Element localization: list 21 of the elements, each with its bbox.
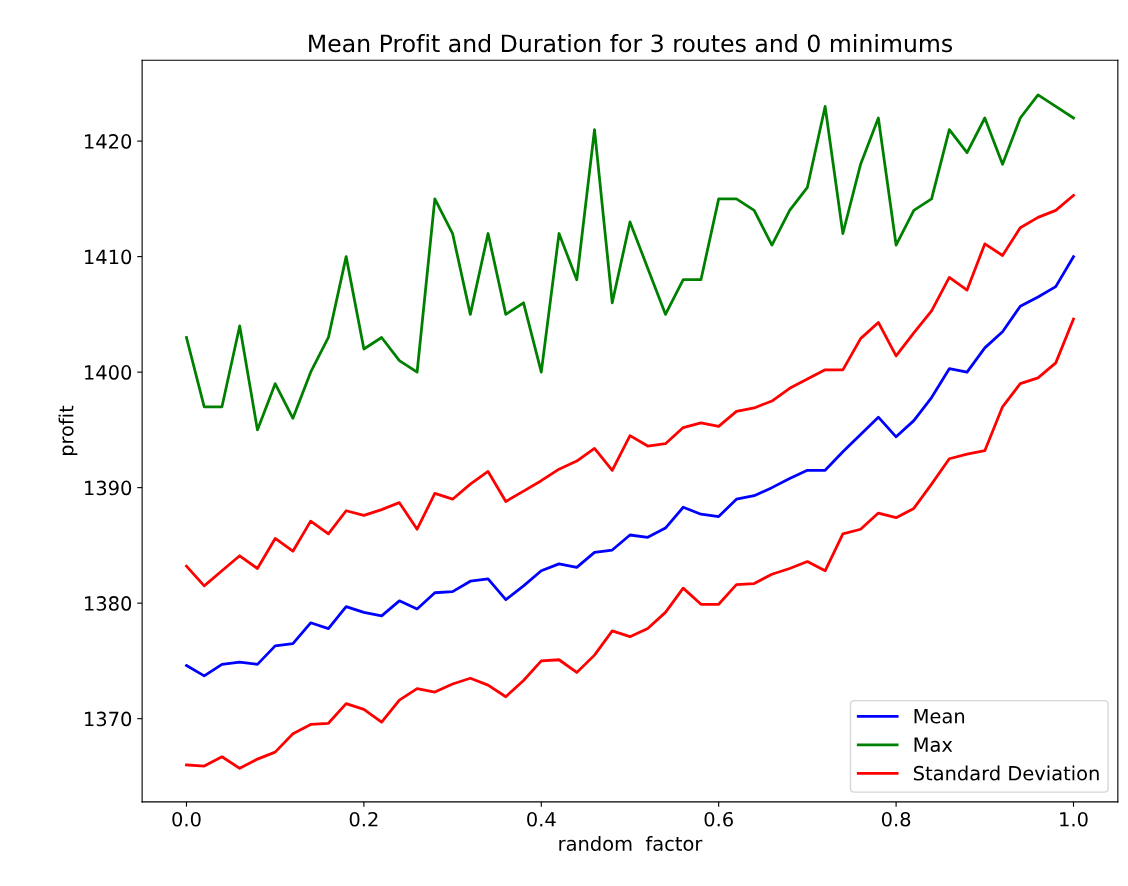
y-tick-label: 1420 (85, 134, 132, 149)
y-tick-label: 1370 (85, 711, 132, 727)
x-tick-label: 0.4 (527, 811, 556, 827)
x-tick-label: 0.6 (704, 811, 733, 827)
line-series (185, 255, 1075, 678)
y-axis-title: profit (58, 405, 78, 456)
x-tick-label: 0.0 (172, 811, 201, 827)
x-tick-label: 1.0 (1060, 811, 1088, 827)
y-tick-label: 1400 (85, 365, 132, 380)
line-series (185, 194, 1075, 588)
y-tick-label: 1410 (85, 249, 132, 265)
legend-label: Mean (914, 709, 965, 724)
legend-label: Standard Deviation (913, 765, 1099, 781)
chart-title: Mean Profit and Duration for 3 routes and 0 minimums (309, 33, 953, 53)
x-axis-title: random factor (559, 835, 703, 851)
line-series (185, 93, 1075, 432)
x-tick-label: 0.8 (881, 811, 911, 827)
legend-label: Max (914, 737, 953, 753)
x-tick-label: 0.2 (349, 811, 378, 827)
y-tick-label: 1380 (85, 596, 132, 611)
y-tick-label: 1390 (85, 480, 132, 496)
